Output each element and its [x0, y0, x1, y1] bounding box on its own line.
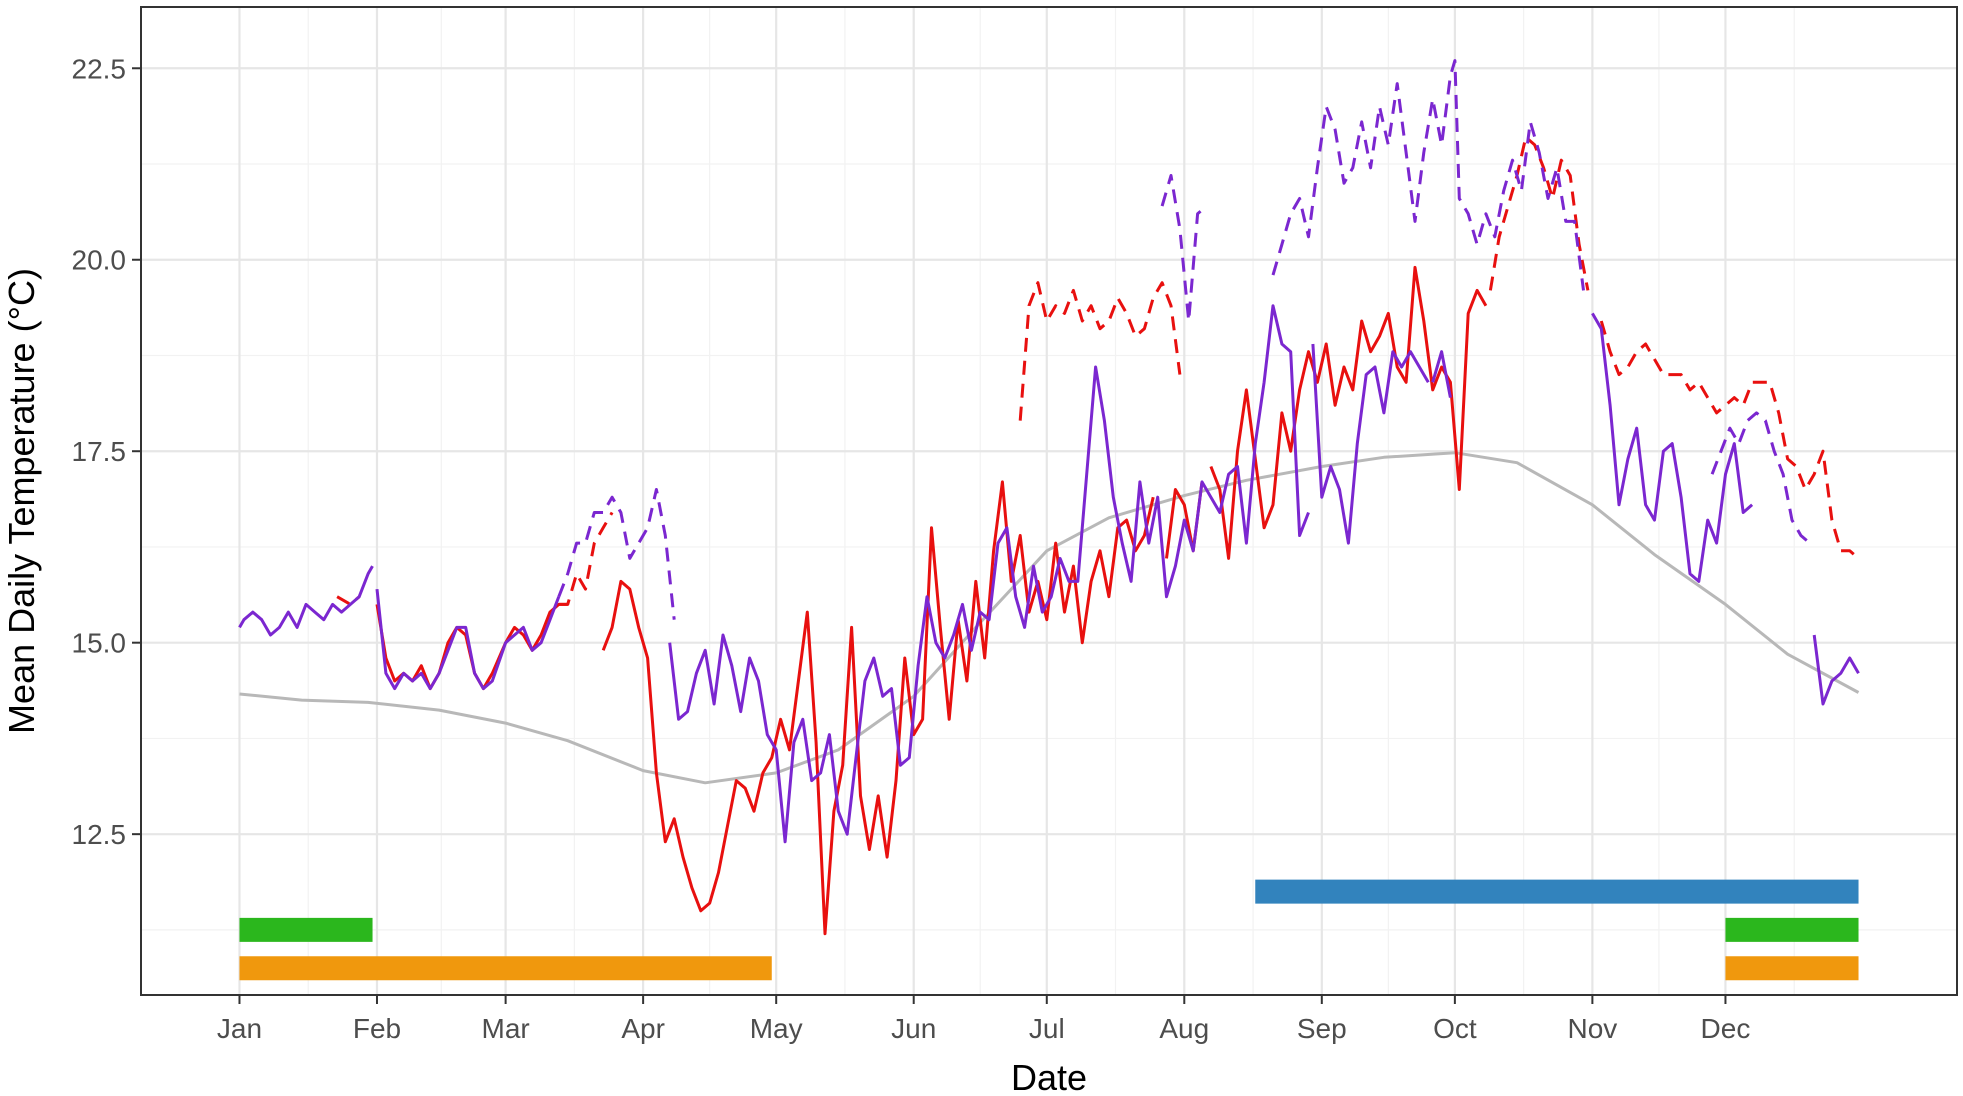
x-tick-label: Feb — [353, 1013, 401, 1044]
panel-border — [140, 6, 1958, 996]
panel-background — [141, 7, 1957, 995]
period-bars — [239, 879, 1859, 981]
x-tick-label: May — [750, 1013, 803, 1044]
x-tick-label: Jun — [891, 1013, 936, 1044]
grid-lines — [141, 7, 1957, 995]
y-tick-label: 17.5 — [72, 436, 127, 467]
y-tick-label: 12.5 — [72, 819, 127, 850]
x-tick-label: Aug — [1159, 1013, 1209, 1044]
x-tick-label: Nov — [1567, 1013, 1617, 1044]
series-lines — [238, 59, 1860, 936]
y-tick-label: 20.0 — [72, 245, 127, 276]
x-tick-label: Oct — [1433, 1013, 1477, 1044]
x-tick-label: Jan — [217, 1013, 262, 1044]
x-tick-label: Apr — [621, 1013, 665, 1044]
series-line — [239, 451, 1860, 785]
y-axis-title: Mean Daily Temperature (°C) — [1, 268, 42, 734]
series-line — [336, 135, 1860, 606]
y-tick-label: 22.5 — [72, 53, 127, 84]
x-tick-label: Dec — [1701, 1013, 1751, 1044]
x-tick-label: Mar — [482, 1013, 530, 1044]
x-tick-label: Sep — [1297, 1013, 1347, 1044]
series-line — [238, 304, 1860, 844]
axis-ticks: Jan Feb Mar Apr May Jun Jul Aug Sep Oct Nov Dec 12.5… — [72, 53, 1751, 1044]
x-axis-title: Date — [1011, 1057, 1087, 1096]
x-tick-label: Jul — [1029, 1013, 1065, 1044]
y-tick-label: 15.0 — [72, 628, 127, 659]
